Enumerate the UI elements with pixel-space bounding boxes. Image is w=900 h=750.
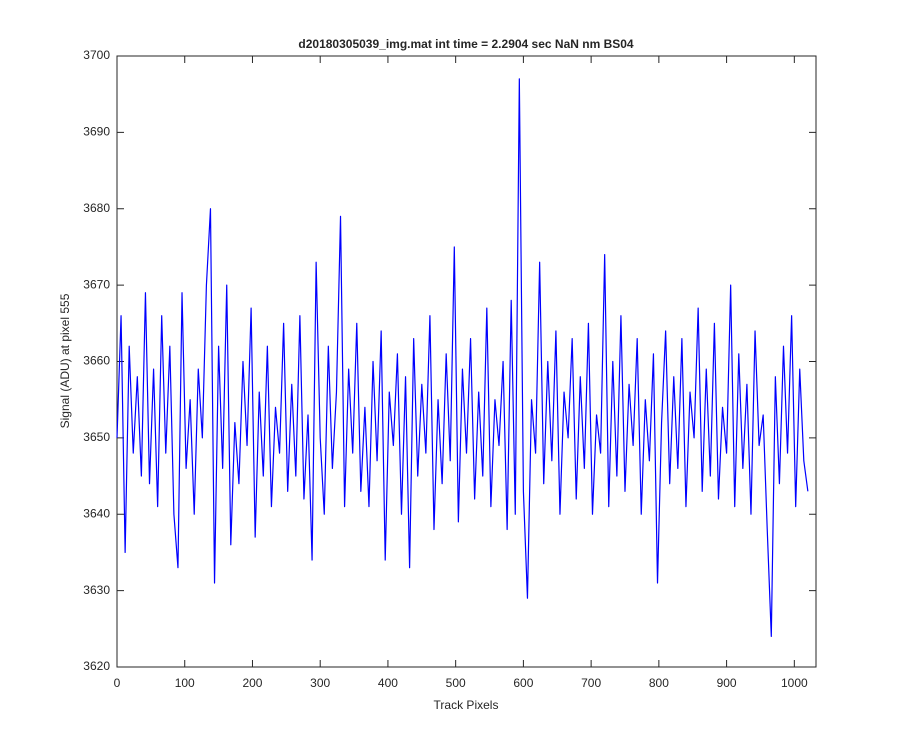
chart-title: d20180305039_img.mat int time = 2.2904 s… <box>298 37 634 51</box>
x-tick-label: 100 <box>175 676 195 690</box>
y-tick-label: 3620 <box>83 659 110 673</box>
y-tick-label: 3700 <box>83 48 110 62</box>
x-tick-label: 700 <box>581 676 601 690</box>
x-tick-label: 200 <box>242 676 262 690</box>
y-tick-label: 3690 <box>83 125 110 139</box>
y-tick-label: 3670 <box>83 277 110 291</box>
x-axis-label: Track Pixels <box>434 698 499 712</box>
y-tick-label: 3680 <box>83 201 110 215</box>
axes-box <box>116 55 817 668</box>
x-tick-label: 300 <box>310 676 330 690</box>
x-tick-label: 400 <box>378 676 398 690</box>
y-tick-label: 3660 <box>83 354 110 368</box>
x-tick-label: 900 <box>717 676 737 690</box>
y-tick-label: 3650 <box>83 430 110 444</box>
y-tick-label: 3630 <box>83 583 110 597</box>
x-tick-label: 0 <box>114 676 121 690</box>
x-tick-label: 500 <box>446 676 466 690</box>
y-tick-label: 3640 <box>83 506 110 520</box>
x-tick-label: 600 <box>513 676 533 690</box>
x-tick-label: 1000 <box>781 676 808 690</box>
y-axis-label: Signal (ADU) at pixel 555 <box>58 293 72 428</box>
x-tick-label: 800 <box>649 676 669 690</box>
signal-line <box>116 78 809 638</box>
